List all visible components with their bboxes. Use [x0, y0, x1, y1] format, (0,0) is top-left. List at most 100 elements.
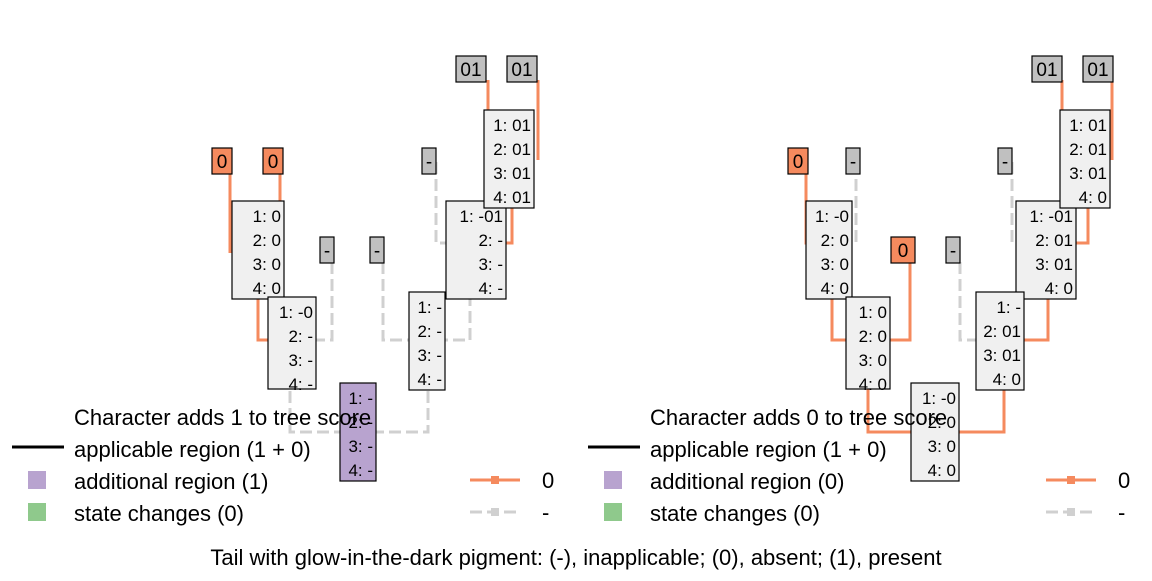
- node-state-line: 3: 01: [983, 346, 1021, 365]
- node-state-line: 2: 0: [253, 231, 281, 250]
- internal-nodes: 1: 02: 03: 04: 01: -02: -3: -4: -1: -012…: [231, 109, 535, 482]
- tip-label: 0: [898, 241, 909, 262]
- tip-box: [506, 55, 538, 83]
- node-state-line: 4: 0: [859, 375, 887, 394]
- node-state-line: 4: 0: [1045, 279, 1073, 298]
- figure-caption: Tail with glow-in-the-dark pigment: (-),…: [210, 545, 942, 570]
- node-state-line: 3: 0: [253, 255, 281, 274]
- node-state-line: 4: 01: [493, 188, 531, 207]
- state-legend: 0-: [1046, 468, 1130, 525]
- state-legend: 0-: [470, 468, 554, 525]
- legend-applicable: applicable region (1 + 0): [74, 437, 311, 462]
- tip-label: 0: [217, 152, 228, 173]
- node-state-line: 1: 0: [253, 207, 281, 226]
- state-legend-label: -: [1118, 500, 1125, 525]
- node-state-line: 1: -0: [279, 303, 313, 322]
- state-changes-swatch: [604, 503, 622, 521]
- node-box: [1015, 200, 1077, 300]
- node-state-line: 4: -: [478, 279, 503, 298]
- node-state-line: 3: 01: [493, 164, 531, 183]
- state-legend-label: 0: [1118, 468, 1130, 493]
- tip-label: 0: [268, 152, 279, 173]
- additional-region-swatch: [604, 471, 622, 489]
- node-box: [1059, 109, 1111, 209]
- state-legend-label: -: [542, 500, 549, 525]
- state-legend-label: 0: [542, 468, 554, 493]
- node-state-line: 1: -: [417, 298, 442, 317]
- tip-box: [1031, 55, 1063, 83]
- node-box: [408, 291, 446, 391]
- node-state-line: 4: 0: [993, 370, 1021, 389]
- tip-box: [421, 147, 437, 175]
- state-point-swatch: [491, 508, 499, 516]
- legend-changes: state changes (0): [74, 501, 244, 526]
- tree-edge: [358, 340, 430, 434]
- node-state-line: 1: 01: [1069, 116, 1107, 135]
- node-state-line: 1: -0: [922, 389, 956, 408]
- legend-changes: state changes (0): [650, 501, 820, 526]
- node-state-line: 3: -: [348, 437, 373, 456]
- tip-label: 01: [460, 60, 481, 81]
- tip-box: [890, 236, 916, 264]
- node-state-line: 4: 0: [1079, 188, 1107, 207]
- tip-box: [262, 147, 284, 175]
- node-state-line: 2: 01: [983, 322, 1021, 341]
- node-box: [445, 200, 507, 300]
- tip-box: [997, 147, 1013, 175]
- legend: Character adds 0 to tree score applicable…: [588, 405, 947, 526]
- node-state-line: 2: -: [288, 327, 313, 346]
- tip-box: [945, 236, 961, 264]
- node-box: [267, 296, 317, 390]
- node-state-line: 3: -: [417, 346, 442, 365]
- node-box: [231, 200, 285, 300]
- node-state-line: 4: -: [417, 370, 442, 389]
- tip-box: [211, 147, 233, 175]
- tip-label: -: [950, 241, 956, 262]
- legend-title: Character adds 0 to tree score: [650, 405, 947, 430]
- additional-region-swatch: [28, 471, 46, 489]
- tip-box: [845, 147, 861, 175]
- node-box: [805, 200, 853, 300]
- node-state-line: 2: -: [348, 413, 373, 432]
- tip-box: [1082, 55, 1114, 83]
- node-state-line: 4: -: [348, 461, 373, 480]
- node-state-line: 1: -: [348, 389, 373, 408]
- tip-states: 0 - 0 - - 01 01: [787, 55, 1114, 264]
- node-state-line: 4: 0: [928, 461, 956, 480]
- node-state-line: 3: 0: [928, 437, 956, 456]
- node-state-line: 2: 0: [859, 327, 887, 346]
- tip-label: 01: [511, 60, 532, 81]
- tip-box: [319, 236, 335, 264]
- node-state-line: 1: -01: [460, 207, 503, 226]
- tip-box: [369, 236, 385, 264]
- tree-edge: [288, 340, 358, 434]
- node-state-line: 4: 0: [821, 279, 849, 298]
- legend-additional: additional region (0): [650, 469, 844, 494]
- node-state-line: 3: -: [288, 351, 313, 370]
- node-state-line: 2: 0: [928, 413, 956, 432]
- node-state-line: 1: -0: [815, 207, 849, 226]
- legend-applicable: applicable region (1 + 0): [650, 437, 887, 462]
- node-state-line: 4: -: [288, 375, 313, 394]
- node-box: [483, 109, 535, 209]
- node-state-line: 3: -: [478, 255, 503, 274]
- node-state-line: 2: 01: [1035, 231, 1073, 250]
- state-changes-swatch: [28, 503, 46, 521]
- node-box: [910, 382, 960, 482]
- node-state-line: 1: -01: [1030, 207, 1073, 226]
- node-state-line: 3: 01: [1035, 255, 1073, 274]
- tip-box: [787, 147, 809, 175]
- node-state-line: 3: 01: [1069, 164, 1107, 183]
- panel-right: 0 -0 --01 011: -02: 03: 04: 01: 02: 03: 04:…: [588, 55, 1130, 526]
- tip-label: 01: [1087, 60, 1108, 81]
- node-state-line: 2: 0: [821, 231, 849, 250]
- tip-label: -: [426, 152, 432, 173]
- node-state-line: 2: 01: [493, 140, 531, 159]
- node-state-line: 1: -: [996, 298, 1021, 317]
- node-box: [975, 291, 1025, 391]
- node-box: [339, 382, 377, 482]
- node-state-line: 3: 0: [821, 255, 849, 274]
- tip-label: -: [850, 152, 856, 173]
